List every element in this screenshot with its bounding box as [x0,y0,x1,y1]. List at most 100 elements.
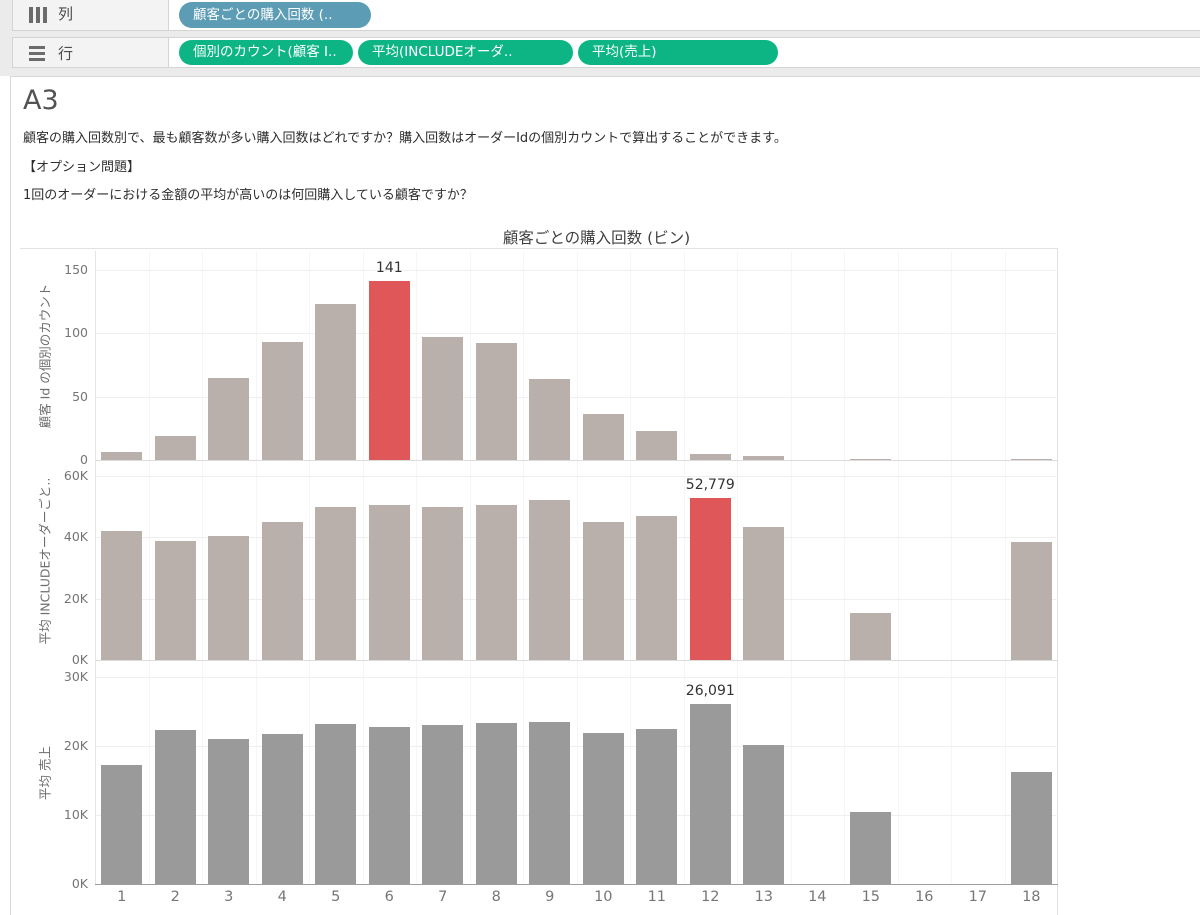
bar[interactable] [154,730,196,884]
bar[interactable] [154,436,196,460]
axis-tick-label: 0 [80,452,88,467]
gridline [95,476,1058,477]
chart: 0 50 100 150 顧客 Id の個別のカウント 141 0K 20K 40K 60K 平均 … [20,248,1058,915]
worksheet-description-line: 顧客の購入回数別で、最も顧客数が多い購入回数はどれですか？購入回数はオーダーId… [23,131,787,146]
x-axis-label: 17 [968,889,988,905]
x-axis-label: 6 [384,889,394,905]
bar[interactable] [850,812,892,884]
worksheet-description-line: 1回のオーダーにおける金額の平均が高いのは何回購入している顧客ですか？ [23,188,473,203]
column-separator [202,251,203,884]
rows-icon [29,45,49,61]
columns-shelf[interactable]: 列 顧客ごとの購入回数 (.. [12,0,1200,31]
bar[interactable] [743,745,785,884]
axis-tick-label: 100 [64,325,88,341]
bar[interactable] [1010,459,1052,460]
bar-value-label: 52,779 [685,477,735,494]
columns-shelf-label: 列 [58,5,74,23]
bar[interactable] [475,343,517,460]
bar[interactable] [261,734,303,884]
bar[interactable] [850,613,892,660]
bar[interactable] [261,522,303,660]
axis-tick-label: 0K [71,876,88,891]
bar[interactable] [475,505,517,660]
axis-tick-label: 10K [63,807,88,823]
measure-pill[interactable]: 平均(INCLUDEオーダ.. [358,40,573,65]
bar[interactable] [636,729,678,884]
bar[interactable] [368,281,410,460]
bar[interactable] [582,522,624,660]
bar[interactable] [368,505,410,660]
x-axis-label: 4 [277,889,287,905]
bar[interactable] [368,727,410,884]
columns-shelf-label-cell: 列 [13,0,169,30]
column-separator [897,251,899,884]
bar[interactable] [422,725,464,884]
bar[interactable] [529,722,571,884]
rows-shelf[interactable]: 行 個別のカウント(顧客 I.. 平均(INCLUDEオーダ.. 平均(売上) [12,37,1200,68]
measure-pill[interactable]: 個別のカウント(顧客 I.. [179,40,353,65]
rows-shelf-label-cell: 行 [13,38,169,67]
x-axis-label: 7 [438,889,448,905]
bar[interactable] [208,378,250,460]
column-separator [630,251,631,884]
bar[interactable] [689,704,731,884]
bar[interactable] [529,500,571,660]
axis-tick-label: 150 [64,262,88,277]
gridline [95,396,1058,398]
axis-tick-label: 40K [63,529,88,545]
x-axis-label: 2 [170,889,180,905]
bar[interactable] [689,498,731,660]
measure-pill[interactable]: 平均(売上) [578,40,778,65]
y-axis-line [95,251,96,884]
column-separator [737,251,738,884]
gridline [95,537,1058,539]
axis-tick-label: 0K [71,652,88,667]
x-axis-label: 11 [647,889,667,905]
axis-tick-label: 20K [63,590,88,606]
rows-shelf-label: 行 [58,44,74,62]
dimension-pill[interactable]: 顧客ごとの購入回数 (.. [179,2,371,28]
bar[interactable] [582,414,624,460]
bar[interactable] [315,304,357,460]
bar[interactable] [101,765,143,884]
bar[interactable] [582,733,624,884]
bar[interactable] [1010,542,1052,660]
bar[interactable] [101,531,143,660]
bar[interactable] [1010,772,1052,884]
panel-divider [95,460,1058,461]
bar-value-label: 141 [375,260,403,277]
gridline [95,270,1058,271]
bar[interactable] [743,456,785,460]
bar[interactable] [422,507,464,660]
bar[interactable] [689,454,731,460]
y-axis-title: 平均 売上 [37,746,53,800]
x-axis-label: 16 [915,889,934,905]
bar[interactable] [743,527,785,660]
bar[interactable] [315,724,357,884]
bar[interactable] [154,541,196,660]
gridline [95,677,1058,679]
chart-title: 顧客ごとの購入回数 (ビン) [502,229,691,247]
bar[interactable] [850,459,892,460]
columns-icon [29,7,49,23]
bar-value-label: 26,091 [685,683,735,700]
bar[interactable] [529,379,571,460]
column-separator [523,251,524,884]
x-axis-label: 18 [1022,889,1041,905]
bar[interactable] [208,739,250,884]
bar[interactable] [475,723,517,884]
axis-tick-label: 30K [63,669,88,685]
x-axis-label: 15 [861,889,881,905]
bar[interactable] [422,337,464,460]
bar[interactable] [636,516,678,660]
bar[interactable] [636,431,678,460]
column-separator [844,251,845,884]
axis-tick-label: 50 [72,388,88,404]
x-axis-label: 14 [808,889,827,905]
bar[interactable] [208,536,250,660]
column-separator [1004,251,1006,884]
bar[interactable] [261,342,303,460]
bar[interactable] [315,507,357,660]
bar[interactable] [101,452,143,460]
